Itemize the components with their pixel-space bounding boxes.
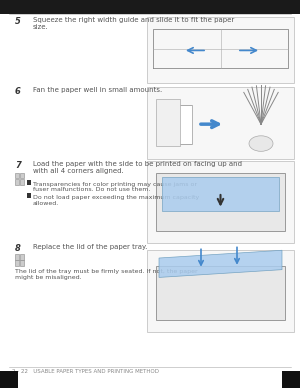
Bar — [20, 179, 24, 185]
Text: Fan the paper well in small amounts.: Fan the paper well in small amounts. — [33, 87, 162, 93]
Bar — [162, 105, 192, 144]
Bar — [282, 371, 300, 388]
Bar — [0, 371, 18, 388]
Text: Transparencies for color printing may cause jams or
fuser malfunctions. Do not u: Transparencies for color printing may ca… — [33, 182, 197, 192]
Bar — [27, 193, 31, 198]
Text: Replace the lid of the paper tray.: Replace the lid of the paper tray. — [33, 244, 147, 250]
Text: Squeeze the right width guide and slide it to fit the paper
size.: Squeeze the right width guide and slide … — [33, 17, 234, 31]
Bar — [162, 177, 279, 211]
Bar — [20, 255, 24, 260]
Ellipse shape — [249, 136, 273, 151]
Bar — [160, 105, 190, 144]
Polygon shape — [159, 250, 282, 277]
Bar — [161, 105, 191, 144]
Bar — [27, 180, 31, 185]
Bar — [20, 173, 24, 178]
Text: 7: 7 — [15, 161, 21, 170]
Bar — [15, 179, 19, 185]
Text: 8: 8 — [15, 244, 21, 253]
Bar — [15, 255, 19, 260]
Text: Load the paper with the side to be printed on facing up and
with all 4 corners a: Load the paper with the side to be print… — [33, 161, 242, 174]
Bar — [15, 173, 19, 178]
Bar — [156, 99, 180, 146]
Text: 6: 6 — [15, 87, 21, 96]
Bar — [147, 250, 294, 332]
Bar — [0, 0, 300, 14]
Text: 2 - 22   USABLE PAPER TYPES AND PRINTING METHOD: 2 - 22 USABLE PAPER TYPES AND PRINTING M… — [12, 369, 159, 374]
Bar — [20, 260, 24, 266]
Bar — [156, 173, 285, 231]
Text: 5: 5 — [15, 17, 21, 26]
Bar — [159, 105, 189, 144]
Bar — [147, 87, 294, 159]
Bar — [147, 161, 294, 242]
Bar — [15, 260, 19, 266]
Bar — [147, 17, 294, 83]
Text: Do not load paper exceeding the maximum capacity
allowed.: Do not load paper exceeding the maximum … — [33, 195, 199, 206]
Bar — [156, 266, 285, 320]
Text: The lid of the tray must be firmly seated. If not, the paper
might be misaligned: The lid of the tray must be firmly seate… — [15, 269, 198, 280]
